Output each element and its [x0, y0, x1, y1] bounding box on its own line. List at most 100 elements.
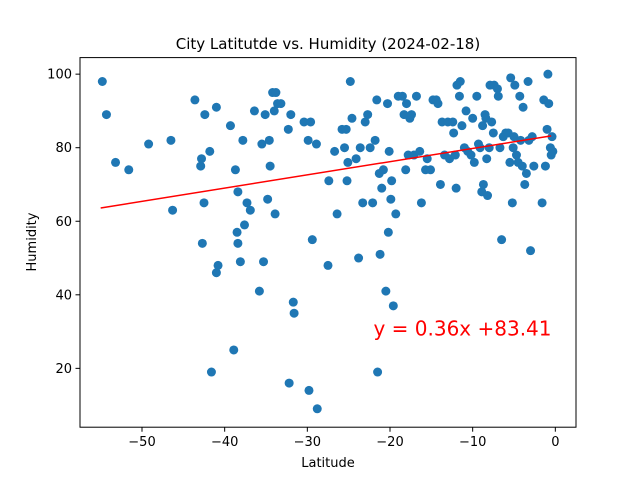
data-point — [416, 198, 426, 208]
data-point — [426, 165, 436, 175]
data-point — [523, 77, 533, 87]
data-point — [304, 385, 314, 395]
data-point — [190, 95, 200, 105]
data-point — [487, 117, 497, 127]
data-point — [375, 249, 385, 259]
data-point — [548, 146, 558, 156]
data-point — [466, 150, 476, 160]
data-point — [360, 117, 370, 127]
x-tick-label: 0 — [551, 435, 559, 450]
data-point — [542, 124, 552, 134]
data-point — [343, 157, 353, 167]
data-point — [101, 110, 111, 120]
data-point — [199, 198, 209, 208]
data-point — [363, 110, 373, 120]
data-point — [197, 154, 207, 164]
data-point — [492, 84, 502, 94]
data-point — [544, 99, 554, 109]
data-point — [451, 183, 461, 193]
data-point — [521, 168, 531, 178]
data-point — [377, 183, 387, 193]
data-point — [124, 165, 134, 175]
data-point — [97, 77, 107, 87]
data-point — [478, 179, 488, 189]
data-point — [206, 367, 216, 377]
data-point — [526, 246, 536, 256]
data-point — [303, 135, 313, 145]
data-point — [312, 404, 322, 414]
data-point — [288, 297, 298, 307]
data-point — [354, 253, 364, 263]
data-point — [257, 139, 267, 149]
data-point — [225, 121, 235, 131]
data-point — [537, 198, 547, 208]
data-point — [166, 135, 176, 145]
data-point — [461, 106, 471, 116]
data-point — [454, 91, 464, 101]
data-point — [270, 209, 280, 219]
data-point — [168, 205, 178, 215]
data-point — [265, 161, 275, 171]
data-point — [469, 157, 479, 167]
data-point — [307, 235, 317, 245]
data-point — [373, 367, 383, 377]
y-tick-label: 60 — [55, 215, 72, 230]
data-point — [284, 378, 294, 388]
data-point — [365, 143, 375, 153]
data-point — [388, 301, 398, 311]
data-point — [381, 286, 391, 296]
data-point — [433, 99, 443, 109]
data-point — [264, 135, 274, 145]
data-point — [401, 165, 411, 175]
data-point — [378, 165, 388, 175]
data-point — [507, 198, 517, 208]
x-tick-label: −20 — [376, 435, 403, 450]
data-point — [235, 257, 245, 267]
data-point — [260, 110, 270, 120]
data-point — [495, 143, 505, 153]
y-tick-label: 40 — [55, 288, 72, 303]
data-point — [245, 205, 255, 215]
y-axis-ticks: 20 40 60 80 100 — [47, 68, 80, 377]
data-point — [508, 143, 518, 153]
data-point — [511, 150, 521, 160]
data-point — [520, 179, 530, 189]
data-point — [269, 106, 279, 116]
data-point — [324, 176, 334, 186]
data-point — [386, 194, 396, 204]
data-point — [488, 128, 498, 138]
regression-equation-label: y = 0.36x +83.41 — [373, 317, 551, 341]
y-axis-label: Humidity — [25, 212, 40, 271]
data-point — [435, 179, 445, 189]
data-point — [540, 161, 550, 171]
data-point — [283, 124, 293, 134]
data-point — [211, 268, 221, 278]
data-point — [323, 260, 333, 270]
data-point — [205, 146, 215, 156]
data-point — [340, 143, 350, 153]
data-point — [196, 161, 206, 171]
data-point — [238, 135, 248, 145]
chart-title: City Latitutde vs. Humidity (2024-02-18) — [176, 35, 480, 53]
x-tick-label: −30 — [294, 435, 321, 450]
data-point — [383, 99, 393, 109]
data-point — [547, 132, 557, 142]
data-point — [289, 308, 299, 318]
data-point — [368, 198, 378, 208]
data-point — [449, 128, 459, 138]
data-point — [543, 69, 553, 79]
data-point — [505, 157, 515, 167]
data-point — [482, 154, 492, 164]
data-point — [229, 345, 239, 355]
data-point — [242, 198, 252, 208]
data-point — [415, 146, 425, 156]
data-point — [299, 117, 309, 127]
data-point — [233, 187, 243, 197]
data-point — [351, 154, 361, 164]
data-point — [397, 91, 407, 101]
data-point — [509, 132, 519, 142]
data-point — [347, 113, 357, 123]
data-point — [271, 88, 281, 98]
data-point — [448, 117, 458, 127]
plot-area-frame — [79, 57, 577, 428]
